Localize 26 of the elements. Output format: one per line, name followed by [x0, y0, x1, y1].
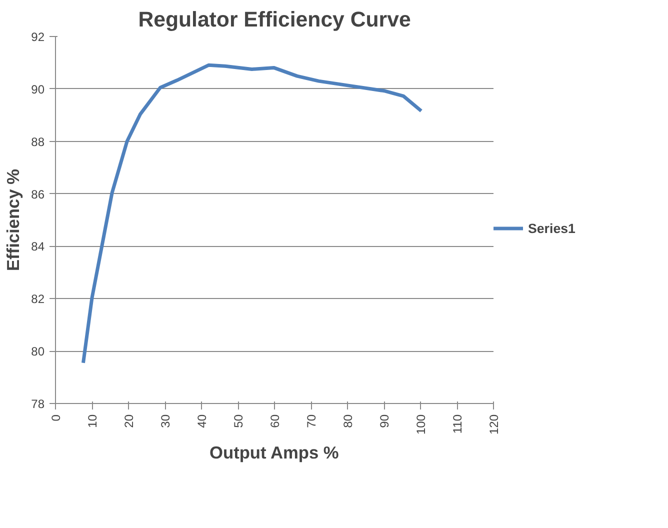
x-tick-label: 30 — [158, 414, 172, 428]
x-tick-label: 70 — [304, 414, 318, 428]
legend-label: Series1 — [528, 220, 576, 236]
chart-title: Regulator Efficiency Curve — [138, 8, 411, 32]
y-tick-label: 92 — [31, 30, 45, 44]
x-tick-label: 0 — [49, 414, 63, 422]
x-tick-label: 50 — [232, 414, 246, 428]
y-tick-label: 88 — [31, 134, 45, 149]
x-tick-label: 80 — [341, 414, 355, 428]
x-axis-title: Output Amps % — [210, 442, 339, 463]
y-tick-label: 82 — [31, 292, 45, 306]
x-tick-label: 100 — [414, 414, 428, 435]
x-tick-label: 40 — [195, 414, 209, 428]
y-tick-label: 78 — [31, 397, 45, 411]
x-tick-label: 110 — [450, 414, 464, 434]
y-tick-label: 90 — [31, 82, 45, 96]
x-tick-label: 90 — [378, 414, 392, 428]
x-tick-label: 20 — [122, 414, 136, 428]
y-tick-label: 84 — [31, 240, 45, 254]
y-tick-label: 80 — [31, 344, 45, 359]
line-series — [81, 63, 423, 365]
y-tick-label: 86 — [31, 187, 45, 202]
x-tick-label: 120 — [487, 414, 501, 435]
x-tick-label: 60 — [268, 414, 282, 428]
x-tick-label: 10 — [86, 414, 100, 428]
y-axis-title: Efficiency % — [3, 168, 24, 272]
